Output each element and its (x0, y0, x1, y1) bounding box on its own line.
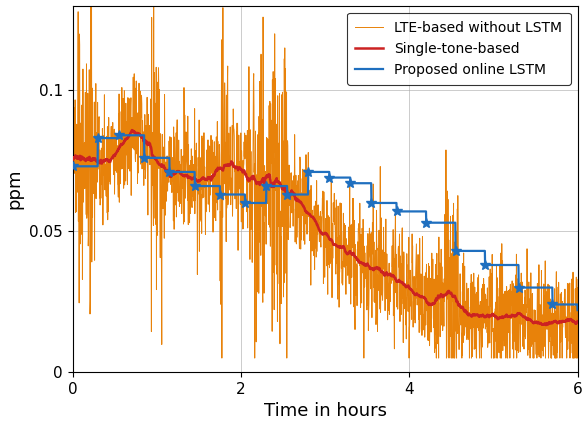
Legend: LTE-based without LSTM, Single-tone-based, Proposed online LSTM: LTE-based without LSTM, Single-tone-base… (347, 12, 570, 85)
Single-tone-based (95, 161, 102, 166)
Y-axis label: ppm: ppm (5, 169, 24, 209)
Proposed online LSTM (69, 164, 76, 169)
Single-tone-based (543, 322, 550, 328)
LTE-based without LSTM (302, 222, 309, 227)
Proposed online LSTM (560, 302, 567, 307)
Proposed online LSTM (315, 170, 322, 175)
Proposed online LSTM (467, 248, 474, 253)
LTE-based without LSTM (467, 285, 475, 291)
Single-tone-based (302, 207, 309, 213)
LTE-based without LSTM (560, 303, 567, 308)
Line: Proposed online LSTM: Proposed online LSTM (72, 135, 577, 310)
Single-tone-based (574, 319, 581, 324)
Line: Single-tone-based: Single-tone-based (72, 130, 577, 325)
LTE-based without LSTM (560, 312, 567, 317)
X-axis label: Time in hours: Time in hours (263, 403, 386, 420)
Single-tone-based (69, 157, 76, 162)
Proposed online LSTM (559, 302, 566, 307)
LTE-based without LSTM (574, 285, 581, 291)
Proposed online LSTM (95, 135, 102, 141)
LTE-based without LSTM (69, 150, 76, 155)
LTE-based without LSTM (95, 146, 102, 151)
Proposed online LSTM (302, 192, 309, 197)
LTE-based without LSTM (315, 218, 322, 223)
Proposed online LSTM (115, 133, 122, 138)
LTE-based without LSTM (218, 356, 225, 361)
Proposed online LSTM (574, 308, 581, 313)
Single-tone-based (315, 225, 322, 230)
Single-tone-based (128, 127, 135, 132)
Single-tone-based (560, 319, 567, 324)
Single-tone-based (560, 318, 567, 323)
Single-tone-based (467, 313, 474, 318)
Line: LTE-based without LSTM: LTE-based without LSTM (72, 0, 577, 358)
